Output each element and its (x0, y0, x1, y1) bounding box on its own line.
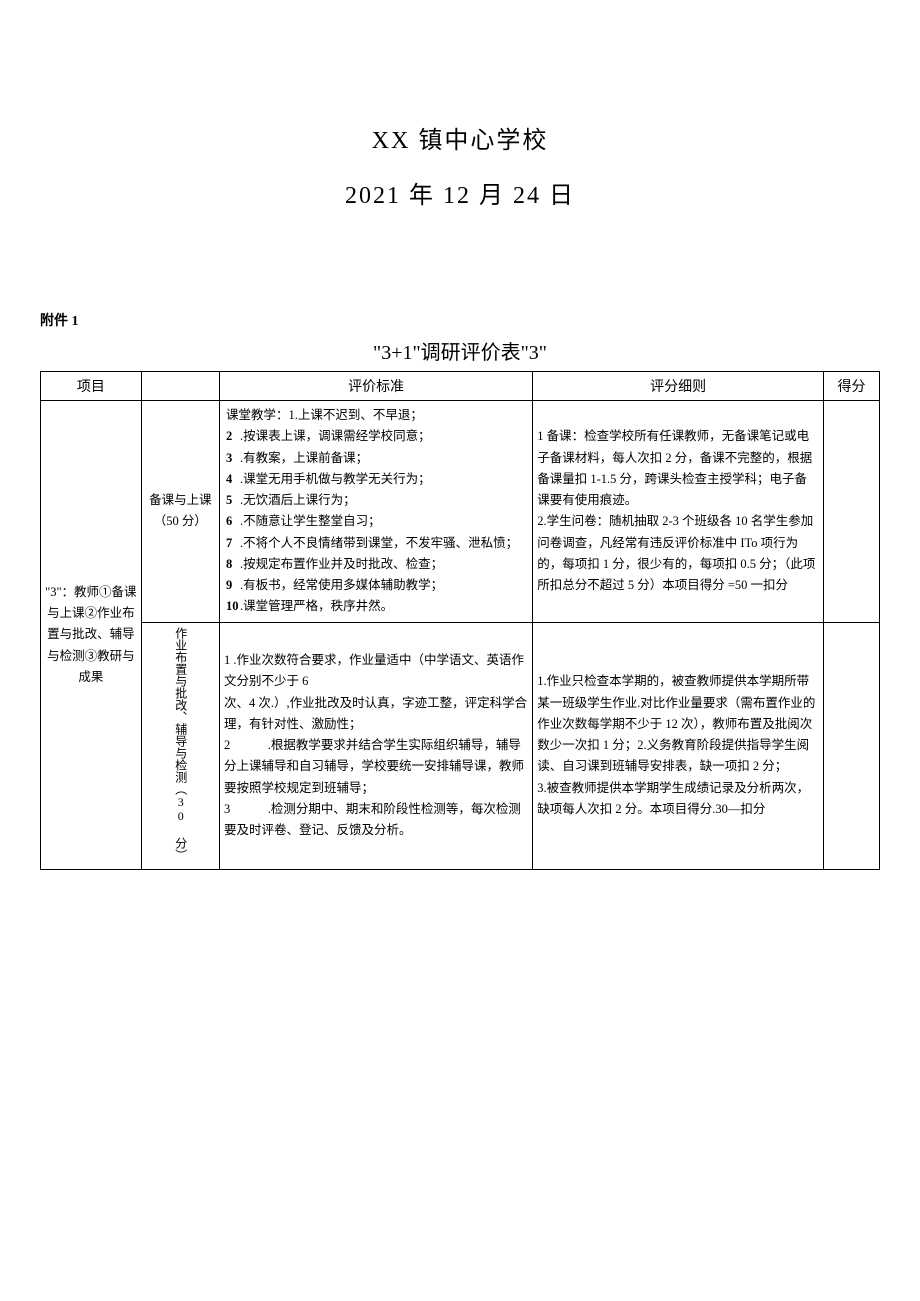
col-header-sub (141, 372, 219, 401)
std-item: .按课表上课，调课需经学校同意； (240, 429, 431, 443)
sub-vertical-text: 作业布置与批改、辅导与检测（30 分） (172, 627, 189, 861)
score-cell-2 (824, 622, 880, 870)
std-item: .不将个人不良情绪带到课堂，不发牢骚、泄私愤； (240, 536, 518, 550)
evaluation-table: 项目 评价标准 评分细则 得分 "3"：教师①备课与上课②作业布置与批改、辅导与… (40, 371, 880, 870)
std-item: .课堂管理严格，秩序井然。 (240, 599, 393, 613)
attachment-label: 附件 1 (40, 310, 880, 330)
sub-cell-1: 备课与上课（50 分） (141, 401, 219, 623)
detail-cell-2: 1.作业只检查本学期的，被查教师提供本学期所带某一班级学生作业.对比作业量要求（… (533, 622, 824, 870)
col-header-score: 得分 (824, 372, 880, 401)
std-item: .不随意让学生整堂自习； (240, 514, 381, 528)
col-header-project: 项目 (41, 372, 142, 401)
table-row: "3"：教师①备课与上课②作业布置与批改、辅导与检测③教研与成果 备课与上课（5… (41, 401, 880, 623)
standard-cell-2: 1 .作业次数符合要求，作业量适中（中学语文、英语作文分别不少于 6 次、4 次… (219, 622, 532, 870)
score-cell-1 (824, 401, 880, 623)
sub-cell-2: 作业布置与批改、辅导与检测（30 分） (141, 622, 219, 870)
document-date: 2021 年 12 月 24 日 (40, 175, 880, 210)
std-item: .课堂无用手机做与教学无关行为； (240, 472, 431, 486)
table-title: "3+1"调研评价表"3" (40, 336, 880, 365)
project-cell: "3"：教师①备课与上课②作业布置与批改、辅导与检测③教研与成果 (41, 401, 142, 870)
std-item: .无饮酒后上课行为； (240, 493, 356, 507)
document-header: XX 镇中心学校 2021 年 12 月 24 日 (40, 120, 880, 210)
std-item: .按规定布置作业并及时批改、检查； (240, 557, 443, 571)
standard-cell-1: 课堂教学：1.上课不迟到、不早退； 2.按课表上课，调课需经学校同意； 3.有教… (219, 401, 532, 623)
table-row: 作业布置与批改、辅导与检测（30 分） 1 .作业次数符合要求，作业量适中（中学… (41, 622, 880, 870)
standard-intro: 课堂教学：1.上课不迟到、不早退； (226, 405, 528, 426)
std-item: .有板书，经常使用多媒体辅助教学； (240, 578, 443, 592)
col-header-standard: 评价标准 (219, 372, 532, 401)
school-name: XX 镇中心学校 (40, 120, 880, 155)
col-header-detail: 评分细则 (533, 372, 824, 401)
table-header-row: 项目 评价标准 评分细则 得分 (41, 372, 880, 401)
detail-cell-1: 1 备课：检查学校所有任课教师，无备课笔记或电子备课材料，每人次扣 2 分，备课… (533, 401, 824, 623)
std-item: .有教案，上课前备课； (240, 451, 368, 465)
